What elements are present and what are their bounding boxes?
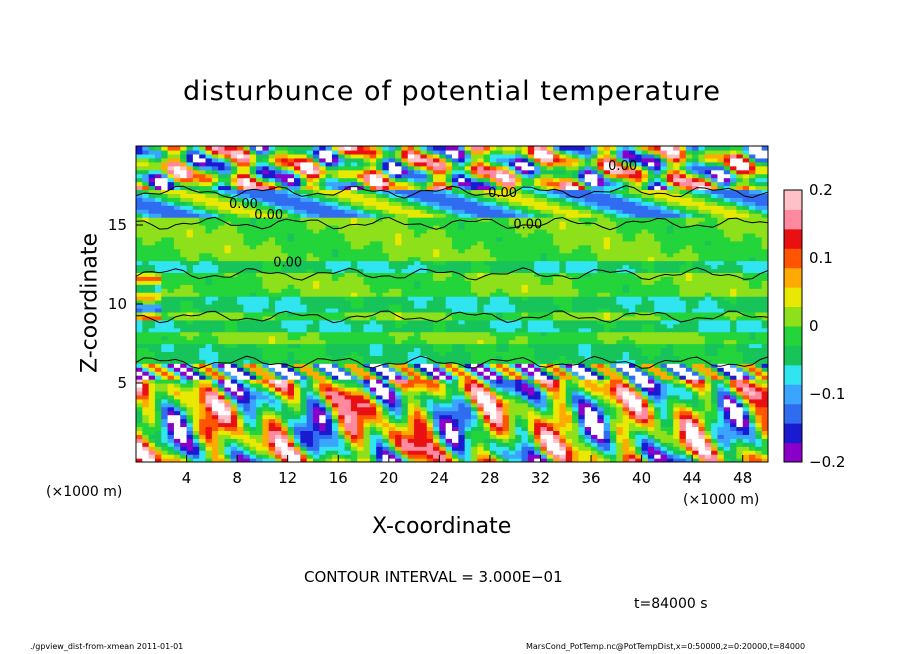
colorbar-tick-label: 0.1 <box>809 249 833 267</box>
colorbar-swatch <box>784 306 802 327</box>
x-axis-label: X-coordinate <box>372 514 512 539</box>
x-tick-label: 48 <box>733 469 752 487</box>
colorbar-swatch <box>784 345 802 366</box>
contour-label: 0.00 <box>254 208 283 223</box>
x-tick-label: 28 <box>480 469 499 487</box>
contour-label: 0.00 <box>513 218 542 233</box>
colorbar-swatch <box>784 403 802 424</box>
x-tick-label: 4 <box>182 469 192 487</box>
contour-label: 0.00 <box>229 197 258 212</box>
contour-label: 0.00 <box>488 186 517 201</box>
colorbar-swatch <box>784 190 802 210</box>
contour-label: 0.00 <box>608 159 637 174</box>
colorbar-swatch <box>784 267 802 288</box>
y-axis: 5 10 15 <box>108 216 143 392</box>
footer-command: ./gpview_dist-from-xmean 2011-01-01 <box>30 642 184 651</box>
colorbar: 0.2 0.1 0 −0.1 −0.2 <box>783 181 845 471</box>
colorbar-tick-label: 0.2 <box>809 181 833 199</box>
time-label: t=84000 s <box>634 596 708 612</box>
y-axis-label: Z-coordinate <box>77 233 103 373</box>
colorbar-swatch <box>784 326 802 346</box>
x-unit-left: (×1000 m) <box>46 484 123 500</box>
chart-title: disturbunce of potential temperature <box>183 76 721 107</box>
x-tick-label: 36 <box>581 469 600 487</box>
colorbar-swatch <box>784 287 802 308</box>
colorbar-tick-label: 0 <box>809 317 819 335</box>
colorbar-swatch <box>784 209 802 230</box>
colorbar-swatch <box>784 384 802 405</box>
x-unit-right: (×1000 m) <box>683 492 760 508</box>
colorbar-swatch <box>784 364 802 385</box>
colorbar-tick-label: −0.2 <box>809 453 845 471</box>
x-tick-label: 8 <box>232 469 242 487</box>
x-tick-label: 16 <box>329 469 348 487</box>
colorbar-swatch <box>784 248 802 269</box>
y-tick-label: 10 <box>108 295 127 313</box>
x-tick-label: 44 <box>683 469 702 487</box>
colorbar-tick-label: −0.1 <box>809 385 845 403</box>
contour-label: 0.00 <box>273 255 302 270</box>
x-tick-label: 40 <box>632 469 651 487</box>
x-tick-label: 24 <box>430 469 449 487</box>
x-axis: 4 8 12 16 20 24 28 32 36 40 44 48 <box>182 455 752 487</box>
heatmap-field: 0.000.000.000.000.000.00 <box>136 146 768 462</box>
y-tick-label: 15 <box>108 216 127 234</box>
x-tick-label: 12 <box>278 469 297 487</box>
colorbar-swatch <box>784 228 802 249</box>
footer-source: MarsCond_PotTemp.nc@PotTempDist,x=0:5000… <box>526 642 806 651</box>
x-tick-label: 32 <box>531 469 550 487</box>
colorbar-swatch <box>784 442 802 463</box>
y-tick-label: 5 <box>117 374 127 392</box>
x-tick-label: 20 <box>379 469 398 487</box>
contour-interval-label: CONTOUR INTERVAL = 3.000E−01 <box>304 568 563 586</box>
colorbar-swatch <box>784 423 802 444</box>
